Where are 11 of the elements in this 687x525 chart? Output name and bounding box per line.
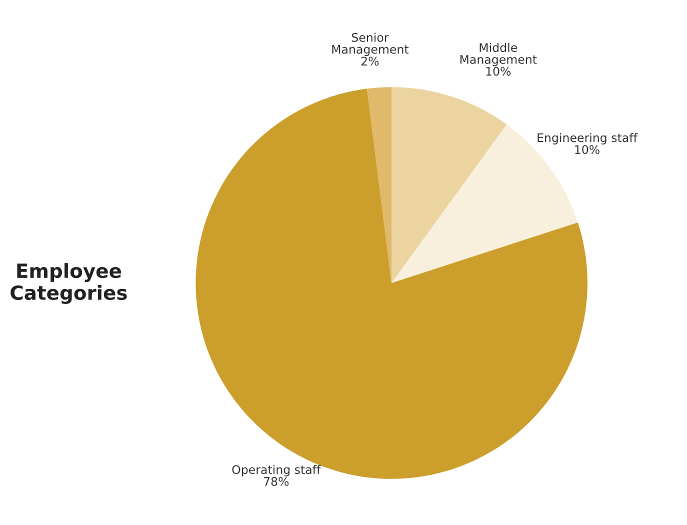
slice-label: Senior Management (332, 32, 409, 56)
pie-slice (392, 87, 507, 283)
data-label: 78% (264, 477, 289, 486)
slice-label: Operating staff (232, 464, 321, 476)
slice-label: Middle Management (460, 42, 537, 66)
data-label: 10% (575, 145, 600, 154)
data-label: 10% (486, 66, 511, 76)
pie-slice (367, 87, 392, 283)
data-label: 2% (361, 56, 379, 66)
slice-label: Engineering staff (538, 133, 638, 144)
text: Employee Categories (10, 263, 127, 304)
